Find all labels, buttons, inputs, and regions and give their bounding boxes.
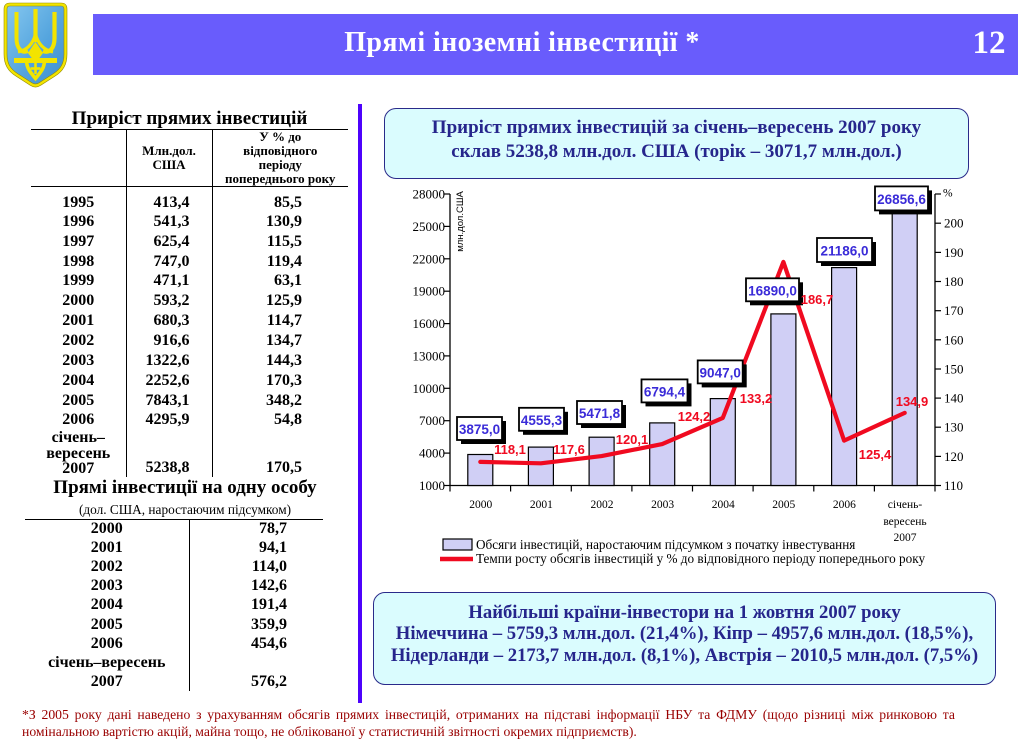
svg-text:%: % [943, 188, 953, 200]
svg-text:21186,0: 21186,0 [820, 244, 868, 259]
svg-text:вересень: вересень [883, 516, 926, 528]
svg-text:150: 150 [944, 362, 964, 377]
svg-text:1000: 1000 [419, 478, 445, 493]
svg-text:22000: 22000 [413, 251, 446, 266]
svg-text:118,1: 118,1 [494, 442, 526, 457]
svg-text:26856,6: 26856,6 [877, 192, 926, 207]
svg-text:2001: 2001 [530, 499, 553, 511]
svg-text:Обсяги інвестицій, наростаючим: Обсяги інвестицій, наростаючим підсумком… [476, 537, 855, 552]
svg-text:Темпи росту обсягів інвестицій: Темпи росту обсягів інвестицій у % до ві… [476, 551, 925, 566]
svg-text:120,1: 120,1 [616, 432, 649, 447]
svg-text:10000: 10000 [413, 381, 446, 396]
svg-text:7000: 7000 [419, 413, 445, 428]
svg-text:125,4: 125,4 [859, 447, 892, 462]
svg-text:134,9: 134,9 [896, 394, 929, 409]
svg-text:2006: 2006 [833, 499, 856, 511]
svg-text:200: 200 [944, 216, 964, 231]
svg-text:16000: 16000 [413, 316, 446, 331]
svg-text:6794,4: 6794,4 [644, 384, 686, 399]
svg-text:19000: 19000 [413, 284, 446, 299]
svg-text:млн.дол.США: млн.дол.США [455, 190, 466, 251]
svg-text:117,6: 117,6 [553, 442, 585, 457]
svg-text:січень-: січень- [888, 499, 923, 511]
svg-text:120: 120 [944, 449, 964, 464]
svg-text:16890,0: 16890,0 [748, 283, 797, 298]
svg-text:124,2: 124,2 [678, 409, 711, 424]
svg-text:3875,0: 3875,0 [459, 422, 500, 437]
svg-text:2004: 2004 [712, 499, 735, 511]
svg-text:28000: 28000 [413, 187, 446, 202]
svg-text:4000: 4000 [419, 446, 445, 461]
svg-text:2007: 2007 [894, 532, 917, 544]
svg-text:2002: 2002 [591, 499, 614, 511]
svg-text:180: 180 [944, 274, 964, 289]
svg-text:13000: 13000 [413, 348, 446, 363]
svg-text:140: 140 [944, 391, 964, 406]
svg-text:133,2: 133,2 [740, 391, 773, 406]
svg-text:160: 160 [944, 332, 964, 347]
svg-text:9047,0: 9047,0 [700, 365, 741, 380]
svg-text:170: 170 [944, 303, 964, 318]
svg-text:190: 190 [944, 245, 964, 260]
svg-text:5471,8: 5471,8 [579, 406, 621, 421]
svg-text:4555,3: 4555,3 [521, 413, 563, 428]
svg-text:2003: 2003 [651, 499, 674, 511]
svg-text:2005: 2005 [772, 499, 795, 511]
svg-text:25000: 25000 [413, 219, 446, 234]
svg-text:130: 130 [944, 420, 964, 435]
svg-text:186,7: 186,7 [801, 292, 834, 307]
svg-text:2000: 2000 [469, 499, 492, 511]
svg-text:110: 110 [944, 478, 963, 493]
